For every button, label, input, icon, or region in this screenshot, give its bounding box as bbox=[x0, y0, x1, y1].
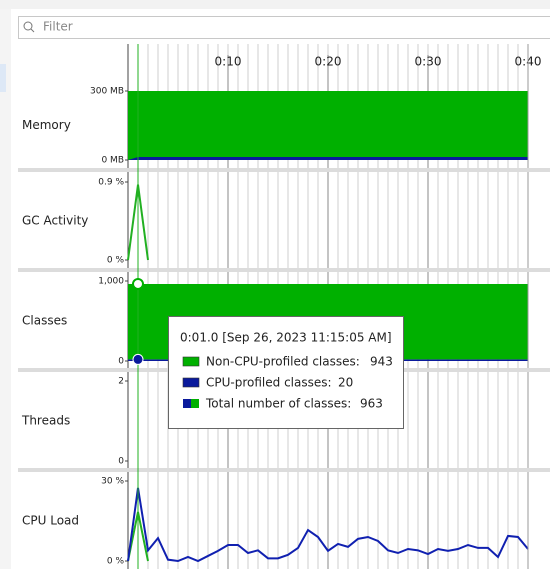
area bbox=[128, 157, 528, 160]
legend-icon bbox=[183, 378, 199, 387]
tooltip-row-value: 963 bbox=[360, 397, 383, 411]
area bbox=[128, 91, 528, 160]
y-tick-label: 1,000 bbox=[98, 277, 124, 287]
tooltip-row-label: Non-CPU-profiled classes: bbox=[206, 355, 360, 369]
panel-separator bbox=[18, 168, 550, 172]
y-tick-label: 300 MB bbox=[90, 87, 124, 97]
time-tick-label: 0:20 bbox=[315, 55, 342, 69]
cursor-marker bbox=[133, 354, 143, 364]
y-tick-label: 0 bbox=[118, 457, 124, 467]
tooltip-row-label: CPU-profiled classes: bbox=[206, 376, 332, 390]
panel-label: Classes bbox=[22, 314, 67, 328]
filter-placeholder: Filter bbox=[43, 20, 73, 34]
y-tick-label: 2 bbox=[118, 377, 124, 387]
tooltip-row-value: 20 bbox=[338, 376, 353, 390]
panel-separator bbox=[18, 268, 550, 272]
filter-box[interactable] bbox=[19, 17, 550, 39]
time-tick-label: 0:30 bbox=[415, 55, 442, 69]
panel-label: Memory bbox=[22, 118, 71, 132]
time-tick-label: 0:10 bbox=[215, 55, 242, 69]
panel-label: Threads bbox=[21, 414, 70, 428]
top-strip bbox=[0, 0, 550, 9]
panel-label: GC Activity bbox=[22, 214, 88, 228]
y-tick-label: 0 bbox=[118, 357, 124, 367]
y-tick-label: 0.9 % bbox=[98, 178, 124, 188]
tooltip: 0:01.0 [Sep 26, 2023 11:15:05 AM] Non-CP… bbox=[169, 317, 404, 429]
tooltip-row-label: Total number of classes: bbox=[205, 397, 351, 411]
y-tick-label: 30 % bbox=[101, 477, 124, 487]
tooltip-title: 0:01.0 [Sep 26, 2023 11:15:05 AM] bbox=[180, 331, 392, 345]
cursor-marker bbox=[133, 279, 143, 289]
tooltip-row-value: 943 bbox=[370, 355, 393, 369]
y-tick-label: 0 % bbox=[107, 557, 125, 567]
side-panel bbox=[0, 9, 11, 569]
panel-separator bbox=[18, 468, 550, 472]
panel-label: CPU Load bbox=[22, 514, 79, 528]
legend-icon bbox=[183, 399, 191, 408]
y-tick-label: 0 % bbox=[107, 256, 125, 266]
legend-icon bbox=[191, 399, 199, 408]
side-selection bbox=[0, 64, 6, 92]
legend-icon bbox=[183, 357, 199, 366]
y-tick-label: 0 MB bbox=[101, 156, 124, 166]
